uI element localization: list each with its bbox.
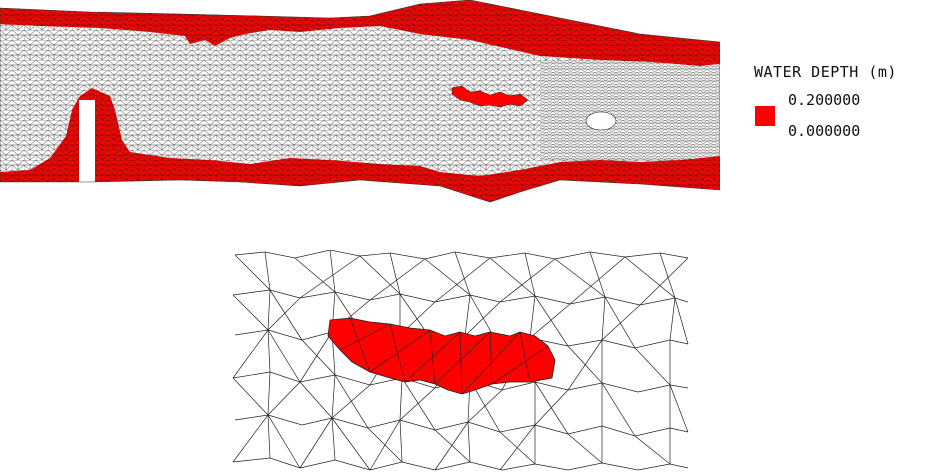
legend-min-label: 0.000000 bbox=[788, 122, 861, 140]
full-domain-mesh-view bbox=[0, 0, 720, 203]
wet-patch bbox=[451, 85, 529, 108]
zoom-wet-patch-mesh bbox=[339, 317, 549, 395]
refined-mesh-region bbox=[540, 60, 720, 160]
legend-max-label: 0.200000 bbox=[788, 91, 861, 109]
legend-color-swatch bbox=[755, 106, 775, 126]
legend: WATER DEPTH (m) 0.200000 0.000000 bbox=[752, 60, 929, 150]
zoom-detail-mesh-view bbox=[232, 250, 689, 471]
legend-title: WATER DEPTH (m) bbox=[754, 63, 897, 81]
pier-obstacle bbox=[79, 100, 95, 185]
island-hole bbox=[585, 111, 617, 131]
channel-domain bbox=[0, 0, 720, 202]
domain-boundary bbox=[0, 0, 720, 203]
